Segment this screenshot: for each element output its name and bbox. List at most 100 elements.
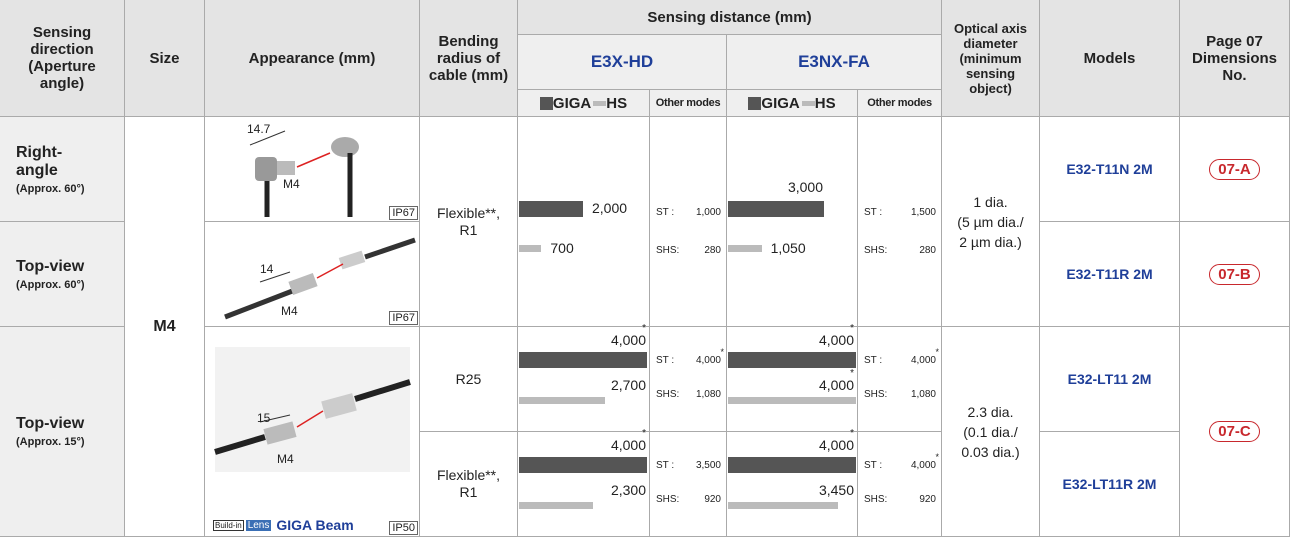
mode-value: 280 <box>704 245 721 256</box>
value-label: 3,450 <box>819 482 854 498</box>
asterisk: * <box>850 428 854 439</box>
page-cell: 07-A <box>1180 117 1290 222</box>
asterisk: * <box>642 323 646 334</box>
value-label: 2,000 <box>592 200 627 216</box>
bar <box>728 245 762 252</box>
fiber-drawing <box>205 117 418 221</box>
page-cell: 07-B <box>1180 222 1290 327</box>
bending-radius: Flexible**, R1 <box>420 205 517 239</box>
other-modes-cell: ST :4,000*SHS:1,080 <box>858 327 942 432</box>
mode-label: SHS: <box>864 389 887 400</box>
dimension-label: 14 <box>260 262 273 276</box>
bar <box>728 201 824 217</box>
mode-value: 920 <box>704 494 721 505</box>
asterisk: * <box>850 368 854 379</box>
bending-cell: Flexible**, R1 <box>420 117 518 327</box>
mode-label: SHS: <box>864 245 887 256</box>
legend-swatch <box>802 101 815 106</box>
mode-value: 3,500 <box>696 460 721 471</box>
header-cell: Models <box>1040 0 1180 117</box>
header-text: Appearance (mm) <box>249 50 376 67</box>
legend-text: GIGA <box>761 95 799 112</box>
optical-axis: 2 µm dia.) <box>959 232 1022 252</box>
optical-axis: 1 dia. <box>973 192 1007 212</box>
legend-text: HS <box>606 95 627 112</box>
distance-cell: 3,000 1,050 <box>727 117 858 327</box>
mode-value: 920 <box>919 494 936 505</box>
optical-axis: (0.1 dia./ <box>963 422 1017 442</box>
legend-swatch <box>748 97 761 110</box>
model: E32-LT11 2M <box>1068 371 1152 387</box>
header-text: Optical axis diameter (minimum sensing o… <box>942 21 1039 96</box>
bar <box>728 397 856 404</box>
direction: Right-angle <box>16 144 91 180</box>
bar <box>519 397 605 404</box>
value-label: 4,000* <box>819 377 854 393</box>
direction: Top-view <box>16 258 91 276</box>
header-cell: Other modes <box>650 90 727 117</box>
other-modes-cell: ST : 1,000 SHS: 280 <box>650 117 727 327</box>
distance-cell: 4,000*3,450 <box>727 432 858 537</box>
header-cell: E3NX-FA <box>727 35 942 90</box>
bending-radius: R25 <box>448 371 490 388</box>
bar <box>728 502 838 509</box>
mode-label: SHS: <box>656 494 679 505</box>
mode-value: 280 <box>919 245 936 256</box>
header-text: Size <box>149 50 179 67</box>
protection-rating: IP67 <box>389 206 418 220</box>
header-cell: Sensing direction (Aperture angle) <box>0 0 125 117</box>
size: M4 <box>153 318 175 336</box>
header-text: Models <box>1084 50 1136 67</box>
value-label: 4,000* <box>819 332 854 348</box>
mode-label: ST : <box>864 355 882 366</box>
dimension-label: 14.7 <box>247 122 270 136</box>
header-text: Page 07 Dimensions No. <box>1180 33 1289 84</box>
legend-swatch <box>593 101 606 106</box>
value-label: 3,000 <box>783 179 823 195</box>
other-modes-cell: ST :4,000*SHS:1,080 <box>650 327 727 432</box>
thread-label: M4 <box>283 177 300 191</box>
value-label: 4,000* <box>611 332 646 348</box>
legend-swatch <box>540 97 553 110</box>
protection-rating: IP50 <box>389 521 418 535</box>
mode-value: 1,500 <box>911 207 936 218</box>
dimension-label: 15 <box>257 411 270 425</box>
aperture-angle: (Approx. 15°) <box>16 436 85 448</box>
mode-value: 1,080 <box>696 389 721 400</box>
value-label: 2,700 <box>611 377 646 393</box>
mode-value: 4,000* <box>911 355 936 366</box>
bar <box>728 457 856 473</box>
direction-cell: Top-view (Approx. 60°) <box>0 222 125 327</box>
direction: Top-view <box>16 415 91 433</box>
page-link: 07-C <box>1209 421 1260 442</box>
page-cell: 07-C <box>1180 327 1290 537</box>
value-label: 4,000* <box>611 437 646 453</box>
distance-cell: 4,000* 2,700 <box>518 327 650 432</box>
asterisk: * <box>850 323 854 334</box>
page-link: 07-B <box>1209 264 1260 285</box>
fiber-drawing <box>205 222 418 326</box>
aperture-angle: (Approx. 60°) <box>16 279 85 291</box>
direction-cell: Top-view (Approx. 15°) <box>0 327 125 537</box>
model-cell: E32-T11N 2M <box>1040 117 1180 222</box>
badge-text: Lens <box>246 520 272 531</box>
badge-text: GIGA Beam <box>276 517 353 533</box>
mode-label: ST : <box>656 207 674 218</box>
mode-value: 1,000 <box>696 207 721 218</box>
header-text: Other modes <box>867 97 932 109</box>
header-cell: Other modes <box>858 90 942 117</box>
header-text: Sensing distance (mm) <box>647 9 811 26</box>
bar <box>519 502 593 509</box>
header-text: Bending radius of cable (mm) <box>420 33 517 84</box>
model: E32-T11N 2M <box>1066 161 1152 177</box>
value-label: 1,050 <box>771 240 806 256</box>
page-link: 07-A <box>1209 159 1260 180</box>
protection-rating: IP67 <box>389 311 418 325</box>
mode-label: SHS: <box>656 245 679 256</box>
